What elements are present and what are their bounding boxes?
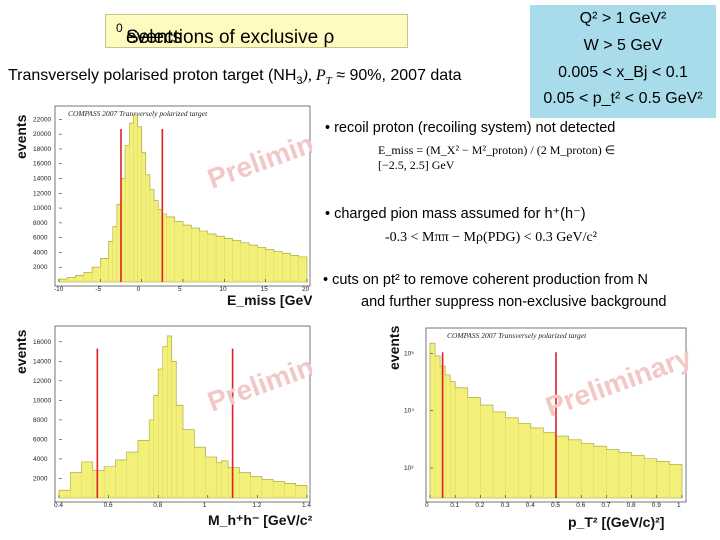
histogram-area <box>58 335 308 499</box>
kinematics-box: Q² > 1 GeV² W > 5 GeV 0.005 < x_Bj < 0.1… <box>530 5 716 118</box>
y-tick-label: 6000 <box>33 436 48 443</box>
y-tick-label: 12000 <box>33 190 51 197</box>
mass-xlabel: M_h⁺h⁻ [GeV/c²] <box>208 512 312 528</box>
y-tick-label: 18000 <box>33 146 51 153</box>
y-tick-label: 14000 <box>33 358 51 365</box>
x-tick-label: 0.6 <box>104 502 113 509</box>
note-pion: • charged pion mass assumed for h⁺(h⁻) <box>325 206 586 222</box>
pt2-xlabel: p_T² [(GeV/c)²] <box>568 514 664 530</box>
y-tick-label: 10000 <box>33 205 51 212</box>
x-tick-label: 0 <box>425 502 429 509</box>
x-tick-label: 15 <box>261 286 269 293</box>
x-tick-label: 0.8 <box>627 502 636 509</box>
emiss-plot: COMPASS 2007 Transversely polarized targ… <box>13 105 312 308</box>
y-tick-label: 6000 <box>33 235 48 242</box>
pt2-plot-title: COMPASS 2007 Transversely polarized targ… <box>447 331 587 340</box>
y-tick-label: 2000 <box>33 475 48 482</box>
x-tick-label: 1 <box>203 502 207 509</box>
pt2-histogram: 0 0.1 0.2 0.3 0.4 0.5 0.6 0.7 0.8 0.9 1 10³ 10⁴ 10⁵ <box>404 342 683 509</box>
emiss-histogram: -10 -5 0 5 10 15 20 2000 4000 6000 8000 10000 12000 1… <box>33 114 310 293</box>
x-tick-label: 0.4 <box>54 502 63 509</box>
y-tick-label: 16000 <box>33 339 51 346</box>
x-tick-label: 1.2 <box>252 502 261 509</box>
pt2-plot: COMPASS 2007 Transversely polarized targ… <box>386 325 696 530</box>
x-tick-label: 0.5 <box>551 502 560 509</box>
y-tick-label: 10000 <box>33 397 51 404</box>
note-cuts-2: and further suppress non-exclusive backg… <box>361 294 667 310</box>
y-tick-label: 8000 <box>33 220 48 227</box>
x-tick-label: -10 <box>54 286 64 293</box>
y-tick-label: 10⁴ <box>404 408 414 415</box>
kinematic-cut: 0.05 < p_t² < 0.5 GeV² <box>543 90 703 107</box>
y-tick-label: 10³ <box>404 465 414 472</box>
x-tick-label: 0.2 <box>475 502 484 509</box>
x-tick-label: 0.4 <box>526 502 535 509</box>
y-tick-label: 12000 <box>33 378 51 385</box>
x-tick-label: 0.6 <box>576 502 585 509</box>
x-tick-label: 20 <box>302 286 310 293</box>
y-tick-label: 14000 <box>33 176 51 183</box>
x-tick-label: 1.4 <box>302 502 311 509</box>
x-tick-label: 0.3 <box>501 502 510 509</box>
note-cuts-1: • cuts on pt² to remove coherent product… <box>323 272 649 288</box>
y-tick-label: 4000 <box>33 249 48 256</box>
y-tick-label: 22000 <box>33 116 51 123</box>
emiss-formula: E_miss = (M_X² − M²_proton) / (2 M_proto… <box>378 143 616 172</box>
x-tick-label: 0.8 <box>153 502 162 509</box>
y-tick-label: 16000 <box>33 161 51 168</box>
emiss-xlabel: E_miss [GeV] <box>227 292 312 308</box>
note-recoil: • recoil proton (recoiling system) not d… <box>325 120 616 136</box>
mass-histogram: 0.4 0.6 0.8 1 1.2 1.4 2000 4000 6000 8000 10000 120… <box>33 335 311 509</box>
pt2-ylabel: events <box>386 325 402 370</box>
kinematic-cut: 0.005 < x_Bj < 0.1 <box>558 64 688 81</box>
x-tick-label: 1 <box>677 502 681 509</box>
x-tick-label: 0 <box>137 286 141 293</box>
subtitle: Transversely polarised proton target (NH… <box>8 67 462 88</box>
kinematic-cut: Q² > 1 GeV² <box>579 10 667 27</box>
y-tick-label: 4000 <box>33 456 48 463</box>
mass-ylabel: events <box>13 329 29 374</box>
emiss-ylabel: events <box>13 114 29 159</box>
y-tick-label: 8000 <box>33 417 48 424</box>
x-tick-label: 0.1 <box>450 502 459 509</box>
mass-cut-formula: -0.3 < Mππ − Mρ(PDG) < 0.3 GeV/c² <box>385 230 597 245</box>
x-tick-label: 10 <box>219 286 227 293</box>
x-tick-label: 0.9 <box>652 502 661 509</box>
x-tick-label: 0.7 <box>601 502 610 509</box>
mass-plot: 0.4 0.6 0.8 1 1.2 1.4 2000 4000 6000 8000 10000 120… <box>13 325 312 528</box>
y-tick-label: 20000 <box>33 131 51 138</box>
emiss-plot-title: COMPASS 2007 Transversely polarized targ… <box>68 109 208 118</box>
x-tick-label: 5 <box>178 286 182 293</box>
y-tick-label: 2000 <box>33 264 48 271</box>
y-tick-label: 10⁵ <box>404 350 414 357</box>
kinematic-cut: W > 5 GeV <box>583 37 663 54</box>
x-tick-label: -5 <box>95 286 101 293</box>
